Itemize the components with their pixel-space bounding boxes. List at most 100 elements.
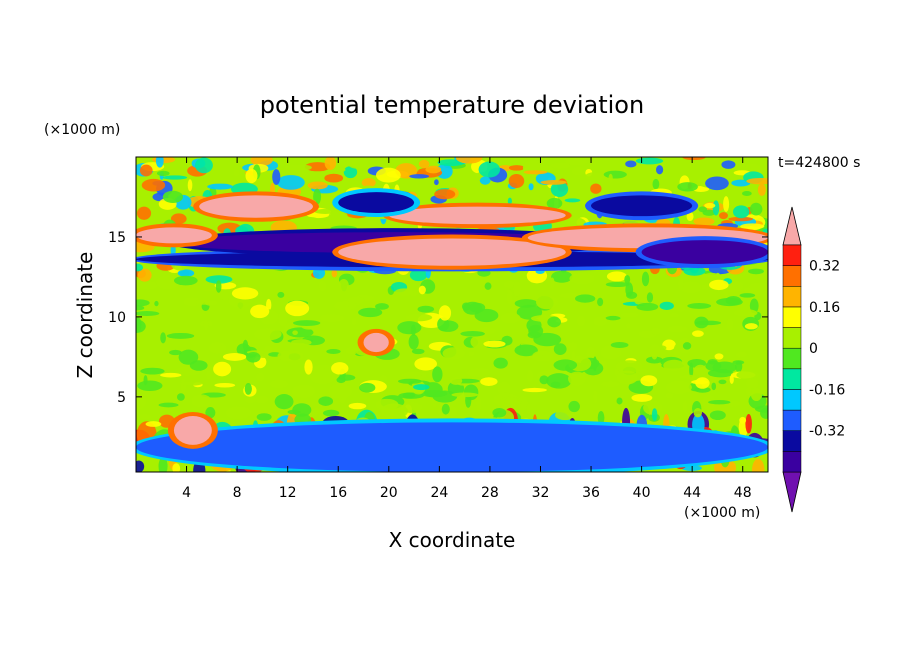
field-cell [600, 344, 622, 360]
field-cell [311, 364, 335, 380]
x-tick-label: 44 [683, 485, 701, 501]
field-cell [206, 370, 212, 380]
y-tick-label: 5 [117, 390, 126, 406]
field-cell [603, 170, 627, 179]
colorbar-band [782, 286, 802, 308]
field-cell [401, 371, 427, 380]
field-cell [742, 190, 752, 197]
field-cell [414, 357, 438, 371]
field-cell [180, 378, 187, 393]
field-cell [640, 375, 658, 387]
colorbar-band [782, 409, 802, 431]
field-cell [760, 407, 768, 419]
field-cell [745, 377, 759, 389]
field-cell [367, 324, 375, 330]
field-cell [205, 407, 216, 419]
field-cell [484, 282, 492, 290]
field-cell [725, 296, 742, 306]
field-cell [713, 215, 718, 223]
field-cell [648, 343, 661, 357]
colorbar-band [782, 451, 802, 473]
field-cell [740, 223, 765, 230]
feature-core [136, 227, 212, 244]
field-cell [293, 320, 321, 326]
field-cell [178, 349, 199, 365]
field-cell [665, 392, 674, 399]
field-cell [244, 396, 257, 404]
field-cell [553, 359, 578, 371]
field-cell [143, 375, 148, 386]
field-cell [551, 270, 573, 283]
field-cell [363, 220, 382, 229]
field-cell [747, 282, 768, 297]
x-tick-label: 28 [481, 485, 499, 501]
field-cell [528, 183, 534, 191]
field-cell [292, 330, 298, 336]
field-cell [437, 159, 465, 167]
field-cell [434, 189, 456, 200]
field-cell [571, 350, 576, 361]
field-cell [324, 157, 337, 170]
field-cell [253, 395, 269, 404]
field-cell [290, 339, 312, 346]
colorbar: -0.32 -0.16 0 0.16 0.32 [782, 206, 845, 513]
field-cell [244, 383, 252, 395]
field-cell [304, 359, 313, 375]
field-cell [550, 162, 571, 169]
field-cell [277, 310, 288, 327]
field-cell [176, 393, 185, 401]
field-cell [195, 157, 213, 174]
field-cell [347, 296, 365, 304]
x-tick-label: 48 [734, 485, 752, 501]
field-cell [401, 402, 423, 414]
field-cell [225, 406, 252, 420]
field-cell [539, 375, 549, 385]
field-cell [156, 170, 170, 177]
field-cell [605, 315, 621, 321]
field-cell [173, 275, 198, 286]
field-cell [136, 299, 150, 307]
colorbar-band [782, 347, 802, 370]
feature-core [363, 332, 389, 353]
field-cell [284, 164, 312, 172]
feature-core [136, 422, 768, 472]
field-cell [693, 364, 707, 377]
field-cell [351, 317, 357, 326]
field-cell [733, 309, 758, 317]
field-cell [585, 172, 606, 181]
colorbar-label: 0.16 [809, 300, 840, 316]
field-cell [692, 330, 704, 337]
field-cell [314, 208, 336, 214]
field-cell [409, 174, 430, 179]
field-cell [564, 157, 588, 166]
field-cell [285, 300, 310, 317]
colorbar-band [782, 244, 802, 266]
field-cell [493, 357, 508, 369]
field-cell [334, 167, 346, 173]
y-ticks: 5 10 15 [108, 230, 768, 406]
field-cell [571, 166, 586, 176]
field-cell [291, 384, 316, 399]
field-cell [432, 403, 437, 408]
field-cell [625, 160, 637, 168]
field-cell [656, 165, 664, 175]
field-cell [136, 311, 160, 316]
field-cell [468, 351, 475, 357]
field-cell [721, 160, 736, 169]
field-cell [166, 332, 195, 339]
field-cell [246, 352, 261, 363]
field-cell [272, 169, 281, 185]
colorbar-max-arrow [782, 206, 802, 246]
field-cell [597, 297, 604, 307]
x-tick-label: 20 [380, 485, 398, 501]
field-cell [610, 342, 629, 349]
field-cell [137, 268, 152, 282]
field-cell [331, 269, 338, 278]
field-cell [500, 312, 521, 324]
field-cell [304, 162, 331, 172]
field-cell [687, 302, 712, 309]
field-cell [626, 322, 631, 329]
field-cell [394, 288, 414, 297]
field-cell [277, 291, 285, 298]
field-cell [540, 180, 567, 185]
